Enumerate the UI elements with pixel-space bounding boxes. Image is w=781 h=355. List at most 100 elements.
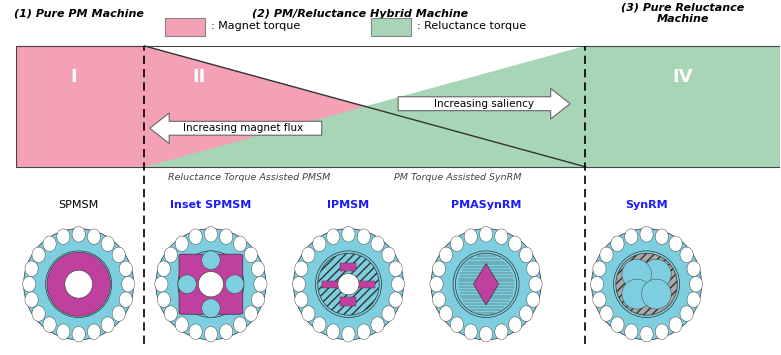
Ellipse shape [102, 236, 114, 252]
Ellipse shape [254, 277, 267, 292]
Ellipse shape [318, 253, 380, 315]
Text: PM Torque Assisted SynRM: PM Torque Assisted SynRM [394, 173, 522, 182]
Polygon shape [473, 263, 498, 305]
Text: (2) PM/Reluctance Hybrid Machine: (2) PM/Reluctance Hybrid Machine [252, 9, 468, 19]
Ellipse shape [326, 324, 340, 339]
Ellipse shape [32, 247, 45, 263]
Ellipse shape [508, 236, 522, 252]
Text: Increasing saliency: Increasing saliency [434, 99, 534, 109]
Ellipse shape [382, 306, 395, 321]
Ellipse shape [687, 261, 701, 277]
Text: SynRM: SynRM [626, 200, 668, 211]
Ellipse shape [611, 236, 624, 252]
Text: PMASynRM: PMASynRM [451, 200, 521, 211]
Ellipse shape [464, 324, 477, 339]
Ellipse shape [494, 229, 508, 245]
Ellipse shape [87, 324, 101, 339]
Ellipse shape [219, 229, 233, 245]
Text: : Reluctance torque: : Reluctance torque [417, 21, 526, 31]
Ellipse shape [312, 236, 326, 252]
Polygon shape [357, 280, 375, 288]
Ellipse shape [669, 236, 683, 252]
Ellipse shape [357, 229, 370, 245]
Ellipse shape [164, 306, 177, 321]
Ellipse shape [593, 292, 606, 307]
Ellipse shape [382, 247, 395, 263]
Text: II: II [193, 69, 206, 86]
Text: Inset SPMSM: Inset SPMSM [170, 200, 251, 211]
FancyBboxPatch shape [372, 18, 411, 37]
Text: (3) Pure Reluctance
Machine: (3) Pure Reluctance Machine [621, 3, 744, 24]
Polygon shape [16, 46, 586, 167]
Ellipse shape [464, 229, 477, 245]
Ellipse shape [433, 292, 445, 307]
Ellipse shape [157, 292, 170, 307]
Ellipse shape [600, 306, 613, 321]
Ellipse shape [451, 236, 464, 252]
Ellipse shape [326, 229, 340, 245]
Ellipse shape [622, 260, 651, 289]
Ellipse shape [614, 251, 679, 317]
Text: IPMSM: IPMSM [327, 200, 369, 211]
Ellipse shape [480, 326, 493, 342]
Ellipse shape [251, 261, 265, 277]
Ellipse shape [451, 317, 464, 332]
Ellipse shape [157, 261, 170, 277]
Ellipse shape [205, 226, 217, 242]
Ellipse shape [294, 292, 308, 307]
Ellipse shape [480, 226, 493, 242]
Ellipse shape [371, 236, 384, 252]
Polygon shape [144, 46, 780, 167]
Text: : Magnet torque: : Magnet torque [211, 21, 300, 31]
Ellipse shape [43, 317, 56, 332]
Ellipse shape [342, 226, 355, 242]
Ellipse shape [205, 326, 217, 342]
Ellipse shape [112, 306, 125, 321]
Ellipse shape [234, 317, 247, 332]
Ellipse shape [655, 229, 669, 245]
Ellipse shape [640, 226, 653, 242]
Ellipse shape [357, 324, 370, 339]
Ellipse shape [112, 247, 125, 263]
Ellipse shape [430, 277, 443, 292]
Ellipse shape [593, 261, 606, 277]
Ellipse shape [616, 253, 677, 315]
Ellipse shape [156, 229, 266, 340]
Ellipse shape [440, 306, 452, 321]
Ellipse shape [519, 247, 533, 263]
FancyBboxPatch shape [179, 254, 243, 314]
Ellipse shape [189, 324, 202, 339]
Ellipse shape [680, 247, 694, 263]
Ellipse shape [45, 251, 112, 317]
Text: III: III [419, 69, 439, 86]
Ellipse shape [391, 277, 405, 292]
Text: I: I [70, 69, 77, 86]
Ellipse shape [102, 317, 114, 332]
Ellipse shape [155, 277, 168, 292]
Ellipse shape [251, 292, 265, 307]
Text: (1) Pure PM Machine: (1) Pure PM Machine [14, 9, 144, 19]
Ellipse shape [301, 306, 315, 321]
FancyBboxPatch shape [165, 18, 205, 37]
Ellipse shape [47, 252, 110, 316]
Ellipse shape [219, 324, 233, 339]
Ellipse shape [57, 324, 70, 339]
Ellipse shape [590, 277, 604, 292]
Ellipse shape [600, 247, 613, 263]
Ellipse shape [389, 261, 402, 277]
Ellipse shape [625, 324, 638, 339]
Text: SPMSM: SPMSM [59, 200, 99, 211]
Ellipse shape [641, 279, 671, 309]
Polygon shape [323, 280, 341, 288]
Ellipse shape [529, 277, 542, 292]
Ellipse shape [625, 229, 638, 245]
Ellipse shape [690, 277, 703, 292]
Ellipse shape [175, 236, 188, 252]
Text: Increasing magnet flux: Increasing magnet flux [184, 123, 304, 133]
Ellipse shape [32, 306, 45, 321]
Ellipse shape [640, 326, 653, 342]
Ellipse shape [25, 292, 38, 307]
Ellipse shape [622, 279, 651, 309]
Ellipse shape [25, 261, 38, 277]
Ellipse shape [508, 317, 522, 332]
